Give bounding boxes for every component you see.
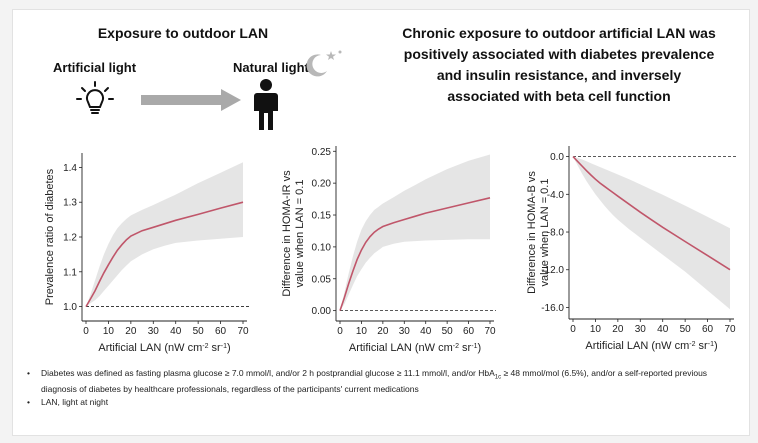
y-tick-label: 1.1 xyxy=(63,267,77,278)
x-tick-label: 60 xyxy=(215,326,227,337)
x-tick-label: 30 xyxy=(148,326,160,337)
x-axis-label: Artificial LAN (nW cm-2 sr-1) xyxy=(98,342,230,354)
x-tick-label: 60 xyxy=(702,324,714,335)
y-axis-label: Difference in HOMA-B vs xyxy=(526,171,538,294)
y-tick-label: 0.10 xyxy=(312,242,332,253)
footnote-subscript: 1c xyxy=(494,374,502,381)
x-tick-label: 40 xyxy=(420,326,432,337)
footnote-text: Diabetes was defined as fasting plasma g… xyxy=(41,368,495,378)
estimate-line xyxy=(85,201,244,308)
conclusion-text: Chronic exposure to outdoor artificial L… xyxy=(383,23,735,107)
y-tick-label: 1.4 xyxy=(63,163,77,174)
x-tick-label: 30 xyxy=(399,326,411,337)
star-icon xyxy=(326,50,342,60)
x-tick-label: 20 xyxy=(612,324,624,335)
y-tick-label: 1.0 xyxy=(63,302,77,313)
y-axis-label: value when LAN = 0.1 xyxy=(294,180,306,288)
confidence-band xyxy=(86,162,243,307)
y-tick-label: 0.05 xyxy=(312,274,332,285)
y-axis-label: value when LAN = 0.1 xyxy=(539,179,551,287)
x-axis-label-part: sr xyxy=(696,340,709,352)
footnote-text-cont: ≥ 48 mmol/mol (6.5%), and/or a self-repo… xyxy=(41,368,708,394)
x-axis-label: Artificial LAN (nW cm-2 sr-1) xyxy=(585,340,717,352)
y-axis-label: Prevalence ratio of diabetes xyxy=(44,168,56,305)
x-axis-label-part: ) xyxy=(227,342,231,354)
x-axis-label-superscript: -2 xyxy=(202,343,208,350)
x-tick-label: 40 xyxy=(170,326,182,337)
x-axis-label: Artificial LAN (nW cm-2 sr-1) xyxy=(349,342,481,354)
y-tick-label: -4.0 xyxy=(547,190,565,201)
figure-panel: Exposure to outdoor LAN Artificial light… xyxy=(12,9,750,436)
x-axis-label-part: Artificial LAN (nW cm xyxy=(98,342,202,354)
y-axis-label: Difference in HOMA-IR vs xyxy=(281,170,293,297)
homa-ir-chart: 0.000.050.100.150.200.250 10 20 30 40 50 60 70A… xyxy=(281,146,496,354)
x-tick-label: 0 xyxy=(337,326,343,337)
conclusion-line-4: associated with beta cell function xyxy=(447,88,671,104)
y-tick-label: -8.0 xyxy=(547,228,565,239)
x-tick-label: 10 xyxy=(590,324,602,335)
x-axis-label-part: Artificial LAN (nW cm xyxy=(585,340,689,352)
x-tick-label: 60 xyxy=(463,326,475,337)
x-tick-label: 50 xyxy=(193,326,205,337)
x-axis-label-superscript: -1 xyxy=(708,341,714,348)
y-tick-label: 0.00 xyxy=(312,306,332,317)
x-axis-label-part: sr xyxy=(459,342,472,354)
x-tick-label: 20 xyxy=(377,326,389,337)
y-tick-label: 0.0 xyxy=(550,152,564,163)
x-axis-label-superscript: -2 xyxy=(453,343,459,350)
x-tick-label: 40 xyxy=(657,324,669,335)
x-axis-label-part: ) xyxy=(477,342,481,354)
prevalence-chart: 1.0 1.1 1.2 1.3 1.4 0 10 20 30 40 50 60 70 Artificial… xyxy=(44,153,249,354)
y-tick-label: 1.2 xyxy=(63,233,77,244)
moon-icon xyxy=(306,54,327,77)
bullet: • xyxy=(27,396,30,407)
x-axis-label-part: sr xyxy=(209,342,222,354)
x-tick-label: 20 xyxy=(125,326,137,337)
x-axis-label-part: ) xyxy=(714,340,718,352)
estimate-line xyxy=(572,156,731,271)
footnote-lan: • LAN, light at night xyxy=(25,397,725,408)
y-tick-label: 0.15 xyxy=(312,211,332,222)
x-tick-label: 0 xyxy=(83,326,89,337)
estimate-line xyxy=(339,197,491,311)
x-axis-label-superscript: -1 xyxy=(471,343,477,350)
x-tick-label: 70 xyxy=(724,324,736,335)
artificial-light-label: Artificial light xyxy=(53,60,137,75)
exposure-title: Exposure to outdoor LAN xyxy=(97,25,269,41)
y-tick-label: 1.3 xyxy=(63,198,77,209)
y-tick-label: -16.0 xyxy=(541,303,564,314)
conclusion-line-2: positively associated with diabetes prev… xyxy=(403,46,715,62)
x-tick-label: 0 xyxy=(570,324,576,335)
y-tick-label: 0.20 xyxy=(312,179,332,190)
footnote-text: LAN, light at night xyxy=(41,396,109,407)
arrow-right-icon xyxy=(141,89,241,111)
x-tick-label: 70 xyxy=(484,326,496,337)
x-tick-label: 10 xyxy=(356,326,368,337)
x-tick-label: 10 xyxy=(103,326,115,337)
conclusion-line-3: and insulin resistance, and inversely xyxy=(436,67,682,83)
lightbulb-icon xyxy=(76,81,114,114)
x-tick-label: 50 xyxy=(680,324,692,335)
y-tick-label: 0.25 xyxy=(312,147,332,158)
confidence-band xyxy=(573,156,730,310)
y-tick-label: -12.0 xyxy=(541,265,564,276)
x-axis-label-part: Artificial LAN (nW cm xyxy=(349,342,453,354)
x-tick-label: 30 xyxy=(635,324,647,335)
x-axis-label-superscript: -2 xyxy=(689,341,695,348)
footnote-diabetes: • Diabetes was defined as fasting plasma… xyxy=(25,368,725,395)
x-tick-label: 70 xyxy=(237,326,249,337)
homa-b-chart: 0.0 -4.0 -8.0 -12.0 -16.0 0 10 20 30 40 50 60 70 Arti… xyxy=(526,146,736,352)
natural-light-label: Natural light xyxy=(233,60,309,75)
bullet: • xyxy=(27,368,30,378)
x-tick-label: 50 xyxy=(442,326,454,337)
conclusion-line-1: Chronic exposure to outdoor artificial L… xyxy=(402,25,716,41)
footnotes: • Diabetes was defined as fasting plasma… xyxy=(25,368,725,410)
x-axis-label-superscript: -1 xyxy=(221,343,227,350)
confidence-band xyxy=(340,154,490,311)
person-icon xyxy=(254,79,278,130)
